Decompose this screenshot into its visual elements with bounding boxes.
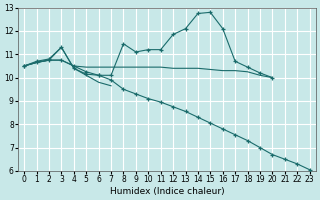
X-axis label: Humidex (Indice chaleur): Humidex (Indice chaleur) <box>109 187 224 196</box>
